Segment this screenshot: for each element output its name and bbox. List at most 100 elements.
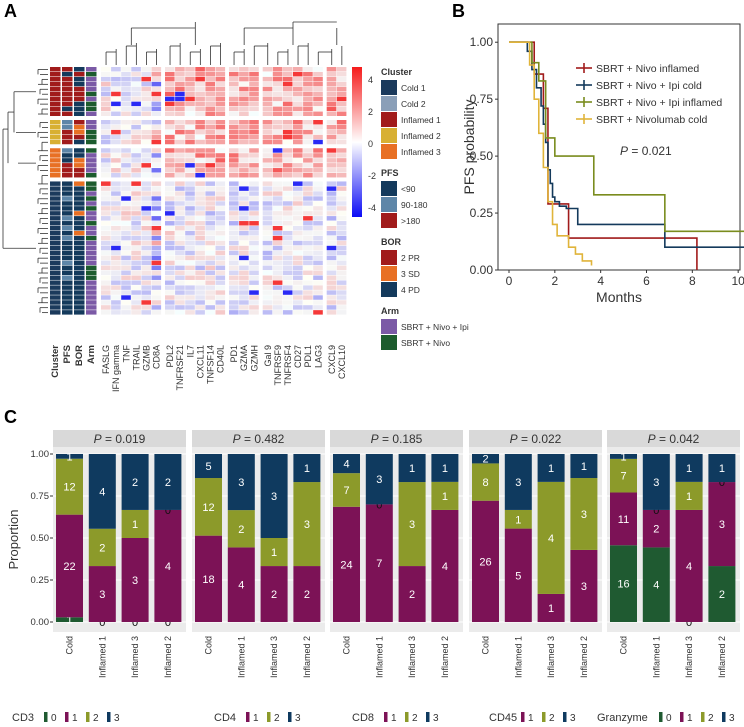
legend-item-label: >180: [401, 216, 420, 226]
heatmap-cell: [175, 134, 185, 140]
heatmap-cell: [336, 300, 347, 305]
heatmap-cell: [185, 191, 195, 196]
heatmap-cell: [101, 216, 111, 221]
heatmap-cell: [336, 163, 347, 168]
heatmap-cell: [215, 310, 226, 315]
heatmap-cell: [262, 148, 273, 153]
heatmap-cell: [249, 96, 259, 102]
bar-data-label: 1: [686, 463, 692, 475]
heatmap-cell: [205, 310, 215, 315]
panel-letter-a: A: [4, 1, 17, 21]
p-symbol: P: [371, 432, 379, 446]
bar-data-label: 2: [719, 589, 725, 601]
heatmap-cell: [282, 186, 293, 191]
heatmap-cell: [185, 216, 195, 221]
heatmap-cell: [249, 310, 259, 315]
heatmap-cell: [131, 158, 141, 163]
x-tick-label: Inflamed 1: [236, 636, 246, 678]
heatmap-cell: [272, 71, 283, 77]
heatmap-cell: [141, 216, 151, 221]
heatmap-cell: [239, 295, 249, 300]
heatmap-cell: [101, 67, 111, 72]
heatmap-cell: [215, 91, 226, 97]
heatmap-cell: [229, 300, 239, 305]
heatmap-cell: [249, 148, 259, 153]
heatmap-cell: [101, 96, 111, 102]
bar-data-label: 4: [343, 459, 349, 471]
annotation-label: Cluster: [50, 345, 61, 378]
heatmap-cell: [215, 230, 226, 236]
heatmap-cell: [151, 158, 162, 163]
heatmap-cell: [131, 76, 141, 82]
heatmap-cell: [165, 153, 175, 158]
bar-segment: [260, 454, 288, 538]
bar-data-label: 7: [620, 471, 626, 483]
column-label: TNFRSF21: [175, 345, 185, 391]
heatmap-cell: [121, 186, 131, 191]
heatmap-cell: [303, 280, 313, 285]
heatmap-cell: [215, 163, 226, 168]
heatmap-cell: [293, 260, 303, 266]
annotation-cell: [62, 81, 73, 87]
heatmap-cell: [313, 310, 323, 315]
heatmap-cell: [313, 129, 323, 135]
heatmap-cell: [293, 226, 303, 231]
annotation-cell: [86, 67, 97, 72]
heatmap-cell: [326, 226, 337, 231]
heatmap-cell: [111, 285, 121, 290]
bar-data-label: 0: [99, 617, 105, 629]
bar-data-label: 0: [165, 617, 171, 629]
heatmap-cell: [262, 181, 273, 186]
heatmap-cell: [293, 245, 303, 251]
heatmap-cell: [272, 81, 283, 87]
bar-segment: [293, 482, 321, 567]
heatmap-cell: [262, 163, 273, 168]
heatmap-cell: [165, 168, 175, 173]
annotation-cell: [62, 158, 73, 163]
heatmap-cell: [293, 250, 303, 256]
x-tick-label: Cold: [65, 636, 75, 655]
x-tick-label: Inflamed 1: [97, 636, 107, 678]
heatmap-cell: [151, 250, 162, 256]
heatmap-cell: [151, 310, 162, 315]
heatmap-cell: [175, 71, 185, 77]
heatmap-cell: [111, 81, 121, 87]
heatmap-cell: [175, 226, 185, 231]
bar-segment: [537, 454, 565, 482]
heatmap-cell: [229, 106, 239, 112]
heatmap-cell: [165, 265, 175, 271]
heatmap-cell: [336, 245, 347, 251]
heatmap-cell: [111, 310, 121, 315]
heatmap-cell: [303, 255, 313, 261]
heatmap-cell: [239, 245, 249, 251]
heatmap-cell: [249, 211, 259, 216]
heatmap-cell: [282, 300, 293, 305]
heatmap-cell: [111, 148, 121, 153]
heatmap-cell: [215, 71, 226, 77]
annotation-cell: [50, 67, 61, 72]
bar-data-label: 1: [66, 615, 72, 627]
heatmap-cell: [121, 295, 131, 300]
heatmap-cell: [303, 201, 313, 206]
heatmap-cell: [249, 129, 259, 135]
heatmap-cell: [239, 206, 249, 211]
bar-data-label: 0: [686, 617, 692, 629]
bar-data-label: 4: [442, 561, 448, 573]
heatmap-cell: [175, 120, 185, 125]
bar-data-label: 3: [376, 474, 382, 486]
annotation-cell: [86, 201, 97, 206]
bar-segment: [365, 454, 393, 505]
heatmap-cell: [272, 295, 283, 300]
annotation-cell: [50, 245, 61, 251]
heatmap-cell: [313, 67, 323, 72]
heatmap-cell: [215, 168, 226, 173]
heatmap-cell: [249, 226, 259, 231]
heatmap-cell: [151, 120, 162, 125]
heatmap-cell: [185, 153, 195, 158]
column-label: IFN gamma: [111, 345, 121, 392]
heatmap-cell: [121, 226, 131, 231]
legend-label: SBRT + Nivolumab cold: [596, 114, 708, 126]
heatmap-cell: [185, 230, 195, 236]
heatmap-cell: [326, 260, 337, 266]
heatmap-cell: [326, 280, 337, 285]
